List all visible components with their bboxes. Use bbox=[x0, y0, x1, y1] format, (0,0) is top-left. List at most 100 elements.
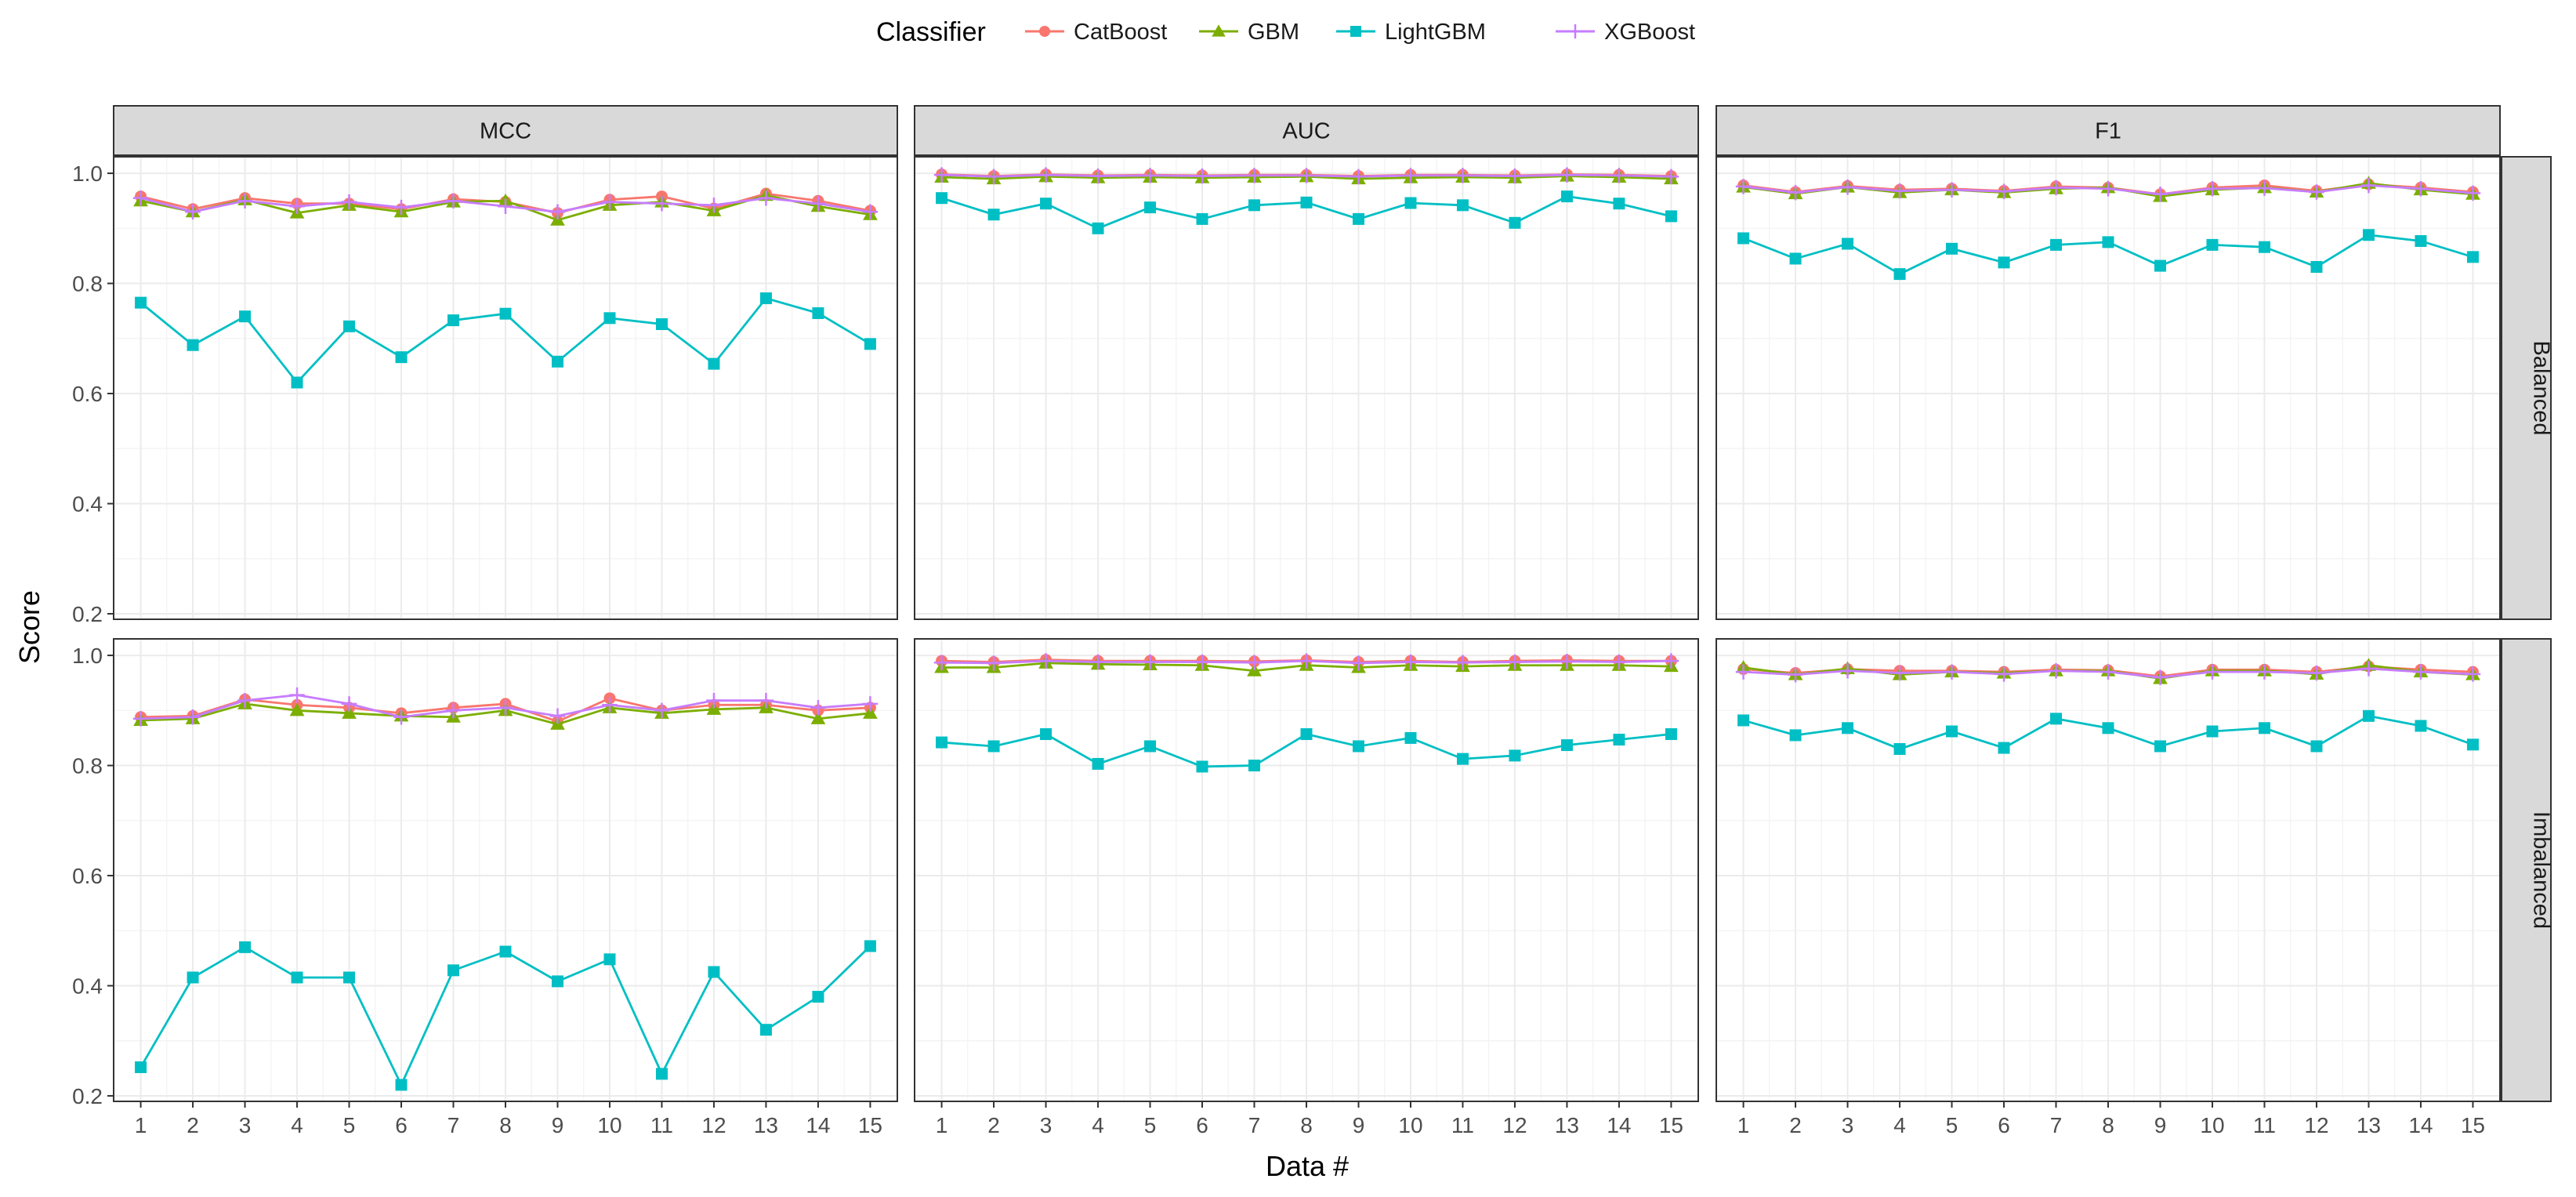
x-tick-label: 9 bbox=[552, 1113, 564, 1137]
data-point bbox=[654, 702, 670, 719]
data-point bbox=[445, 193, 462, 209]
data-point bbox=[445, 702, 462, 719]
data-point bbox=[2310, 260, 2323, 273]
data-point bbox=[395, 351, 408, 364]
data-point bbox=[1507, 654, 1523, 670]
data-point bbox=[393, 709, 409, 725]
data-point bbox=[1248, 199, 1261, 212]
data-point bbox=[862, 696, 879, 712]
data-point bbox=[187, 971, 199, 984]
series-xgboost bbox=[132, 687, 879, 727]
data-point bbox=[1839, 662, 1856, 679]
data-point bbox=[1300, 728, 1313, 741]
strip-col-f1: F1 bbox=[1716, 105, 2501, 156]
y-tick-label: 1.0 bbox=[72, 161, 103, 186]
data-point bbox=[1788, 666, 1803, 683]
data-point bbox=[2100, 180, 2116, 197]
x-tick-label: 10 bbox=[1398, 1113, 1422, 1137]
data-point bbox=[1142, 654, 1158, 670]
data-point bbox=[239, 941, 252, 953]
data-point bbox=[2258, 722, 2270, 735]
data-point bbox=[1663, 169, 1679, 185]
data-point bbox=[1735, 664, 1752, 680]
y-tick-label: 0.8 bbox=[72, 754, 103, 778]
data-point bbox=[2415, 720, 2427, 732]
data-point bbox=[1735, 179, 1752, 194]
data-point bbox=[2360, 661, 2377, 676]
data-point bbox=[1090, 168, 1106, 184]
data-point bbox=[1944, 664, 1960, 680]
data-point bbox=[1665, 210, 1677, 223]
data-point bbox=[447, 964, 460, 977]
data-point bbox=[1892, 665, 1908, 681]
panel-balanced-f1 bbox=[1716, 156, 2501, 620]
x-tick-label: 13 bbox=[754, 1113, 778, 1137]
data-point bbox=[1559, 167, 1575, 183]
data-point bbox=[1998, 256, 2010, 269]
data-point bbox=[341, 194, 357, 210]
y-tick-label: 0.4 bbox=[72, 492, 103, 517]
data-point bbox=[132, 190, 149, 206]
data-point bbox=[758, 190, 774, 206]
data-point bbox=[1300, 196, 1313, 209]
data-point bbox=[1038, 167, 1054, 183]
data-point bbox=[1613, 734, 1625, 746]
x-tick-label: 9 bbox=[2154, 1113, 2167, 1137]
legend-label: CatBoost bbox=[1074, 20, 1167, 45]
data-point bbox=[499, 945, 512, 958]
data-point bbox=[187, 339, 199, 351]
data-point bbox=[2205, 180, 2220, 197]
data-point bbox=[1946, 242, 1958, 255]
data-point bbox=[2256, 664, 2273, 680]
data-point bbox=[933, 655, 950, 670]
data-point bbox=[810, 700, 826, 716]
x-tick-label: 1 bbox=[936, 1113, 948, 1137]
data-point bbox=[1404, 197, 1417, 209]
y-tick-label: 0.4 bbox=[72, 974, 103, 999]
panel-imbalanced-mcc: 0.20.40.60.81.01 2 3 4 5 6 7 8 9 10 11 12 13 14 15 bbox=[72, 638, 898, 1137]
x-tick-label: 8 bbox=[2102, 1113, 2114, 1137]
data-point bbox=[2050, 238, 2063, 251]
data-point bbox=[239, 310, 252, 323]
x-tick-label: 11 bbox=[650, 1113, 673, 1137]
data-point bbox=[810, 195, 826, 212]
data-point bbox=[1788, 184, 1803, 201]
x-tick-label: 8 bbox=[1300, 1113, 1313, 1137]
legend-key-marker bbox=[1212, 24, 1226, 37]
data-point bbox=[1196, 760, 1208, 773]
data-point bbox=[2466, 251, 2479, 263]
series-lightgbm bbox=[1737, 709, 2479, 755]
x-tick-label: 4 bbox=[291, 1113, 303, 1137]
data-point bbox=[551, 975, 563, 988]
x-tick-label: 7 bbox=[1248, 1113, 1261, 1137]
strip-label: F1 bbox=[2095, 119, 2121, 144]
data-point bbox=[185, 204, 201, 219]
data-point bbox=[2413, 180, 2429, 197]
data-point bbox=[343, 971, 356, 984]
data-point bbox=[603, 953, 616, 966]
data-point bbox=[1350, 655, 1367, 671]
data-point bbox=[343, 320, 356, 332]
panel-imbalanced-auc: 1 2 3 4 5 6 7 8 9 10 11 12 13 14 15 bbox=[914, 638, 1699, 1137]
data-point bbox=[289, 198, 305, 214]
data-point bbox=[1996, 183, 2012, 199]
x-tick-label: 15 bbox=[858, 1113, 882, 1137]
data-point bbox=[1611, 654, 1627, 670]
data-point bbox=[1092, 757, 1104, 770]
data-point bbox=[655, 1068, 668, 1080]
legend-item-gbm: GBM bbox=[1199, 20, 1299, 45]
data-point bbox=[1842, 238, 1854, 250]
strip-label: MCC bbox=[480, 119, 531, 144]
data-point bbox=[655, 318, 668, 331]
data-point bbox=[291, 971, 303, 984]
data-point bbox=[1509, 749, 1521, 762]
x-tick-label: 5 bbox=[1946, 1113, 1958, 1137]
data-point bbox=[135, 1061, 147, 1073]
legend-item-lightgbm: LightGBM bbox=[1336, 20, 1486, 45]
data-point bbox=[1560, 739, 1573, 752]
data-point bbox=[1196, 212, 1208, 225]
data-point bbox=[2152, 669, 2168, 685]
data-point bbox=[810, 711, 826, 724]
y-tick-label: 0.2 bbox=[72, 1084, 103, 1108]
x-tick-label: 6 bbox=[395, 1113, 408, 1137]
